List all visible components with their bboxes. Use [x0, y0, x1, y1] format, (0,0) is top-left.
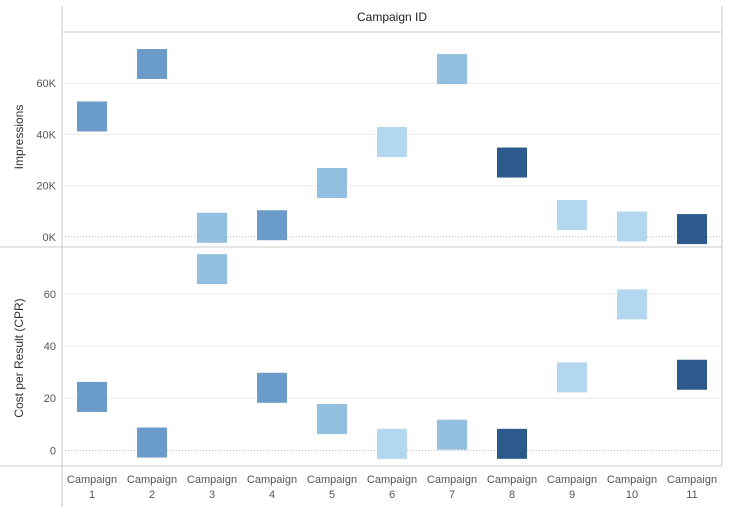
- marker-p2-3: [197, 254, 227, 285]
- chart-title: Campaign ID: [357, 10, 427, 24]
- x-tick-label-5: Campaign 5: [307, 474, 357, 501]
- y-tick-label-p2-0: 0: [50, 445, 56, 457]
- marker-p2-1: [77, 381, 107, 412]
- marker-p1-11: [677, 214, 707, 245]
- y-tick-label-p1-3: 60K: [36, 78, 56, 90]
- marker-p2-5: [317, 404, 347, 435]
- marker-p1-8: [497, 147, 527, 178]
- y-tick-label-p1-0: 0K: [43, 232, 57, 244]
- x-tick-label-4: Campaign 4: [247, 474, 297, 501]
- y-tick-label-p1-2: 40K: [36, 129, 56, 141]
- y-tick-label-p1-1: 20K: [36, 181, 56, 193]
- marker-p2-10: [617, 289, 647, 320]
- x-tick-label-10: Campaign 10: [607, 474, 657, 501]
- x-tick-label-2: Campaign 2: [127, 474, 177, 501]
- marker-p2-2: [137, 427, 167, 458]
- y-tick-label-p2-2: 40: [44, 341, 56, 353]
- y-tick-label-p2-1: 20: [44, 393, 56, 405]
- marker-p1-1: [77, 101, 107, 132]
- marker-p2-9: [557, 362, 587, 393]
- marker-p1-2: [137, 48, 167, 79]
- x-tick-label-6: Campaign 6: [367, 474, 417, 501]
- y-axis-label-cpr: Cost per Result (CPR): [12, 298, 26, 417]
- marker-p2-6: [377, 428, 407, 459]
- marker-p2-4: [257, 372, 287, 403]
- marker-p1-4: [257, 210, 287, 241]
- y-axis-label-impressions: Impressions: [12, 105, 26, 170]
- x-tick-label-7: Campaign 7: [427, 474, 477, 501]
- marker-p1-9: [557, 200, 587, 231]
- marker-p2-11: [677, 359, 707, 390]
- marker-p1-10: [617, 211, 647, 242]
- marker-p1-7: [437, 54, 467, 85]
- x-tick-label-8: Campaign 8: [487, 474, 537, 501]
- marker-p1-3: [197, 212, 227, 243]
- x-tick-label-1: Campaign 1: [67, 474, 117, 501]
- marker-p1-5: [317, 168, 347, 199]
- x-tick-label-9: Campaign 9: [547, 474, 597, 501]
- x-tick-label-11: Campaign 11: [667, 474, 717, 501]
- marker-p2-8: [497, 428, 527, 459]
- x-tick-label-3: Campaign 3: [187, 474, 237, 501]
- y-tick-label-p2-3: 60: [44, 289, 56, 301]
- marker-p1-6: [377, 127, 407, 158]
- marker-p2-7: [437, 419, 467, 450]
